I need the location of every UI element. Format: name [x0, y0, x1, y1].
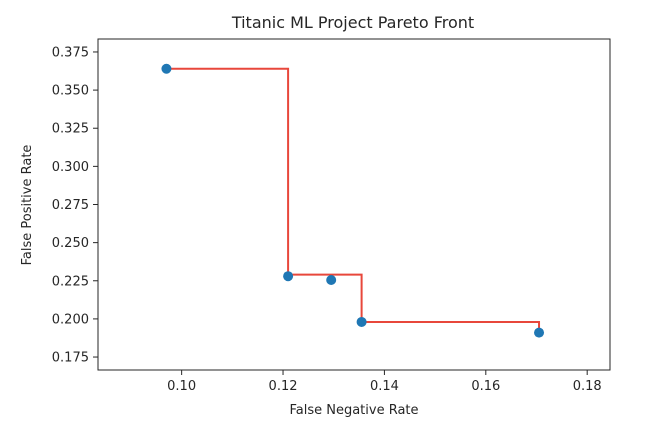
- chart-title: Titanic ML Project Pareto Front: [231, 13, 474, 32]
- y-tick-label: 0.300: [52, 160, 89, 175]
- x-axis: 0.10 0.12 0.14 0.16 0.18: [167, 370, 602, 394]
- x-tick-label: 0.12: [269, 379, 298, 394]
- data-point-4: [356, 316, 367, 327]
- y-tick-label: 0.350: [52, 84, 89, 99]
- y-axis-label: False Positive Rate: [20, 145, 35, 266]
- y-tick-label: 0.325: [52, 122, 89, 137]
- x-tick-label: 0.10: [167, 379, 196, 394]
- data-point-3: [326, 275, 337, 286]
- y-tick-label: 0.200: [52, 312, 89, 327]
- plot-area: [161, 63, 545, 338]
- y-tick-label: 0.175: [52, 351, 89, 366]
- y-tick-label: 0.375: [52, 45, 89, 60]
- data-point-2: [283, 271, 294, 282]
- pareto-step-line: [166, 67, 541, 333]
- axes-frame: [97, 38, 611, 371]
- x-tick-label: 0.14: [370, 379, 399, 394]
- data-point-5: [534, 327, 545, 338]
- y-axis: 0.175 0.200 0.225 0.250 0.275 0.300 0.325 0.350…: [52, 45, 98, 366]
- y-tick-label: 0.225: [52, 274, 89, 289]
- y-tick-label: 0.275: [52, 198, 89, 213]
- data-point-1: [161, 63, 172, 74]
- y-tick-label: 0.250: [52, 236, 89, 251]
- x-axis-label: False Negative Rate: [289, 403, 418, 418]
- x-tick-label: 0.18: [573, 379, 602, 394]
- x-tick-label: 0.16: [471, 379, 500, 394]
